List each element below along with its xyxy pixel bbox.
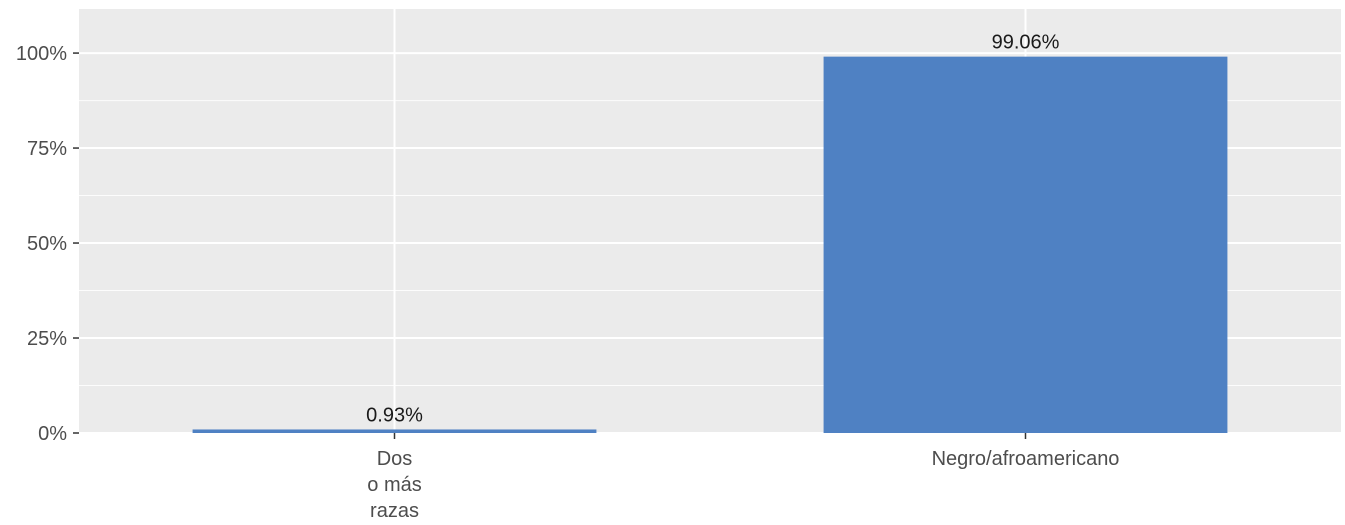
x-tick-label-line: Negro/afroamericano — [932, 448, 1120, 470]
bar-value-label: 0.93% — [366, 404, 423, 426]
y-tick-label: 75% — [27, 138, 67, 160]
x-tick-label: Negro/afroamericano — [932, 448, 1120, 470]
y-axis: 0% 25% 50% 75% 100% — [16, 43, 79, 445]
bars — [192, 56, 1228, 434]
bar — [192, 429, 597, 433]
y-tick-label: 50% — [27, 233, 67, 255]
x-axis: Dos o más razas Negro/afroamericano — [367, 433, 1119, 522]
bar — [823, 56, 1228, 434]
x-tick-label: Dos o más razas — [367, 448, 421, 522]
x-tick-label-line: razas — [370, 500, 419, 522]
x-tick-label-line: o más — [367, 474, 421, 496]
data-labels: 0.93% 99.06% — [366, 32, 1059, 427]
y-tick-label: 0% — [38, 423, 67, 445]
y-tick-label: 100% — [16, 43, 67, 65]
bar-value-label: 99.06% — [992, 32, 1060, 54]
x-tick-label-line: Dos — [377, 448, 413, 470]
y-tick-label: 25% — [27, 328, 67, 350]
